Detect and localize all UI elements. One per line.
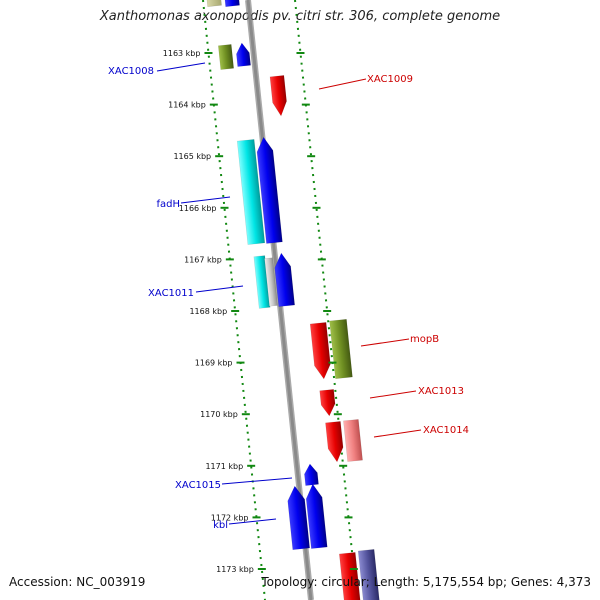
tick-1164-kbp-label: 1164 kbp: [168, 101, 206, 110]
gene-fadh-cyan[interactable]: [236, 139, 266, 245]
scale-ticks: 1163 kbp 1164 kbp 1165 kbp 1166 kbp 1167 kbp…: [163, 49, 358, 574]
gene-xac1008-olive[interactable]: [218, 44, 234, 70]
gene-kbl-blue-b[interactable]: [305, 483, 328, 549]
leader-xac1008: [156, 62, 206, 72]
tick-1172-kbp-label: 1172 kbp: [211, 513, 249, 522]
leader-xac1015: [221, 477, 293, 485]
label-leaders: [156, 62, 422, 525]
leader-fadh: [180, 196, 231, 204]
leader-xac1009: [318, 78, 367, 90]
leader-kbl: [228, 518, 277, 525]
gene-kbl-blue-a[interactable]: [286, 485, 310, 550]
gene-label-xac1011[interactable]: XAC1011: [148, 288, 194, 299]
leader-xac1011: [195, 285, 244, 293]
gene-mopb-red[interactable]: [309, 322, 332, 380]
tick-1166-kbp-label: 1166 kbp: [179, 204, 217, 213]
gene-xac1014-red[interactable]: [325, 421, 344, 463]
leader-mopb: [360, 338, 410, 347]
tick-1163-kbp-label: 1163 kbp: [163, 49, 201, 58]
tick-1168-kbp-label: 1168 kbp: [189, 307, 227, 316]
tick-1171-kbp-label: 1171 kbp: [205, 462, 243, 471]
tick-1170-kbp-label: 1170 kbp: [200, 410, 238, 419]
tick-1165-kbp-label: 1165 kbp: [173, 152, 211, 161]
tick-1169-kbp-label: 1169 kbp: [195, 359, 233, 368]
gene-xac1011-gray[interactable]: [264, 257, 278, 307]
gene-label-mopb[interactable]: mopB: [410, 334, 439, 345]
genome-summary: Topology: circular; Length: 5,175,554 bp…: [261, 575, 591, 589]
gene-xac1013-red[interactable]: [319, 389, 337, 417]
tick-1173-kbp-label: 1173 kbp: [216, 565, 254, 574]
gene-top-sage[interactable]: [206, 0, 222, 7]
gene-bottom-navy[interactable]: [357, 549, 381, 600]
leader-xac1014: [373, 429, 422, 438]
gene-label-xac1008[interactable]: XAC1008: [108, 66, 154, 77]
left-tick-track: [202, 0, 266, 600]
gene-label-fadh[interactable]: fadH: [156, 199, 180, 210]
gene-features: [206, 0, 381, 600]
gene-xac1009-red[interactable]: [269, 75, 288, 117]
tick-1167-kbp-label: 1167 kbp: [184, 255, 222, 264]
gene-label-xac1013[interactable]: XAC1013: [418, 386, 464, 397]
gene-top-blue[interactable]: [224, 0, 240, 7]
right-tick-track: [294, 0, 358, 600]
gene-bottom-red[interactable]: [339, 552, 361, 600]
gene-label-xac1015[interactable]: XAC1015: [175, 480, 221, 491]
gene-mopb-olive[interactable]: [329, 319, 353, 379]
gene-label-kbl[interactable]: kbl: [213, 520, 228, 531]
gene-label-xac1014[interactable]: XAC1014: [423, 425, 469, 436]
gene-label-xac1009[interactable]: XAC1009: [367, 74, 413, 85]
gene-xac1015-blue[interactable]: [303, 463, 319, 486]
map-title: Xanthomonas axonopodis pv. citri str. 30…: [99, 9, 501, 24]
accession-label: Accession: NC_003919: [9, 575, 146, 589]
gene-fadh-blue[interactable]: [256, 136, 283, 244]
gene-xac1011-blue[interactable]: [273, 252, 295, 307]
gene-xac1008-blue[interactable]: [235, 42, 251, 67]
gene-xac1014-pink[interactable]: [343, 419, 363, 462]
leader-xac1013: [369, 390, 417, 399]
